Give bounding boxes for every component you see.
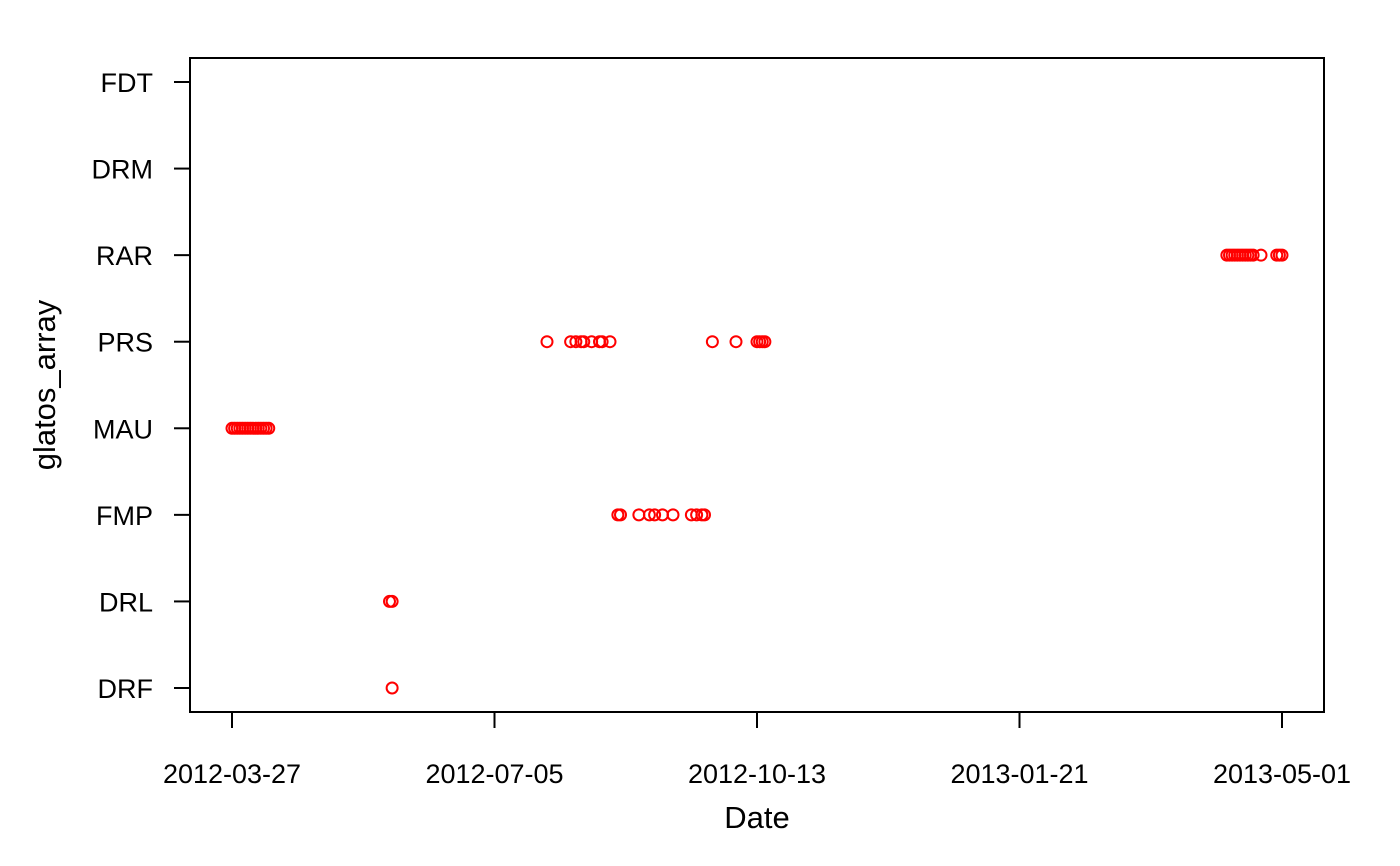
y-tick-label: PRS: [97, 328, 153, 358]
data-point: [642, 508, 656, 522]
data-point: [603, 335, 617, 349]
data-point: [262, 421, 276, 435]
x-tick-label: 2013-05-01: [1213, 759, 1351, 789]
y-axis: DRF DRL FMP MAU PRS RAR DRM FDT: [92, 68, 190, 704]
data-point: [698, 508, 711, 522]
x-tick-label: 2012-10-13: [688, 759, 826, 789]
y-tick-label: RAR: [96, 241, 153, 271]
plot-frame: [189, 57, 1325, 713]
data-point: [385, 681, 399, 695]
x-axis: 2012-03-27 2012-07-05 2012-10-13 2013-01-21…: [163, 712, 1351, 789]
y-tick-label: MAU: [93, 414, 153, 444]
data-point: [385, 594, 399, 608]
x-tick-label: 2012-07-05: [425, 759, 563, 789]
y-tick-label: FDT: [101, 68, 153, 98]
y-axis-title: glatos_array: [27, 299, 62, 470]
data-point: [569, 335, 583, 349]
data-point: [758, 335, 772, 349]
y-tick-label: FMP: [96, 501, 153, 531]
data-point: [648, 508, 662, 522]
data-point: [656, 508, 669, 522]
data-point: [595, 335, 609, 349]
y-tick-label: DRF: [98, 674, 154, 704]
data-point: [705, 335, 719, 349]
x-tick-label: 2013-01-21: [950, 759, 1088, 789]
data-point: [1275, 248, 1289, 262]
x-axis-title: Date: [724, 800, 789, 835]
data-point: [1254, 248, 1268, 262]
y-tick-label: DRM: [92, 155, 154, 185]
y-tick-label: DRL: [99, 587, 153, 617]
data-point: [540, 335, 554, 349]
data-point: [614, 508, 627, 522]
data-point: [632, 508, 646, 522]
x-tick-label: 2012-03-27: [163, 759, 301, 789]
data-points: [225, 248, 1289, 695]
data-point: [666, 508, 680, 522]
data-point: [577, 335, 591, 349]
data-point: [729, 335, 743, 349]
data-point: [1246, 248, 1260, 262]
data-point: [690, 508, 704, 522]
